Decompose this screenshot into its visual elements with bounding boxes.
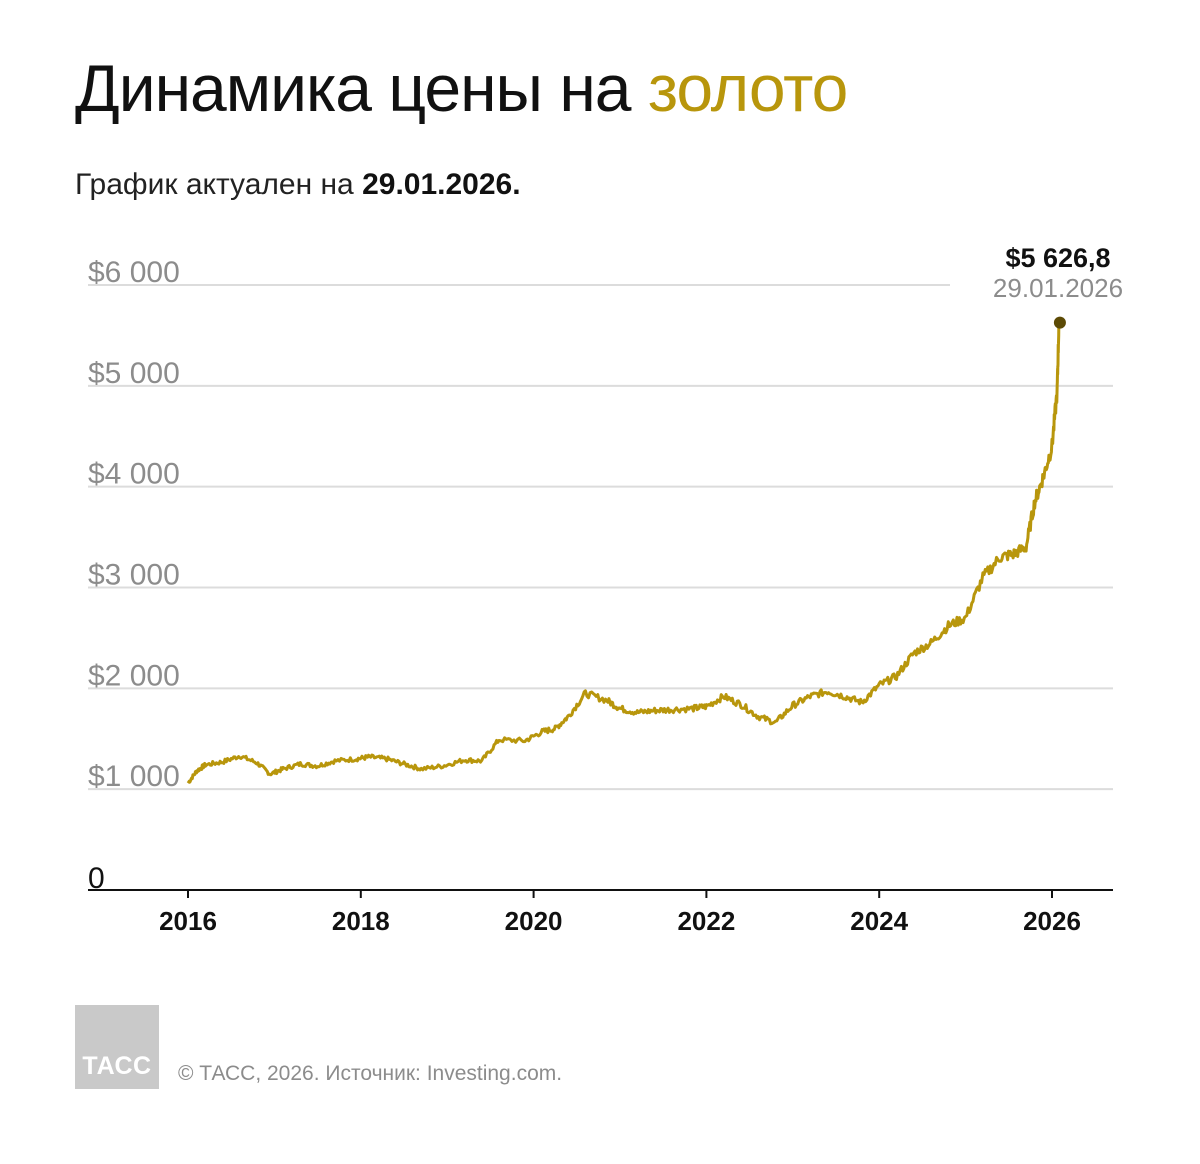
last-value-label: $5 626,8 xyxy=(1005,243,1110,273)
x-tick-label-2018: 2018 xyxy=(332,906,390,936)
last-point-marker xyxy=(1053,316,1066,329)
y-tick-label-6000: $6 000 xyxy=(88,256,180,289)
y-tick-label-2000: $2 000 xyxy=(88,659,180,692)
title-accent: золото xyxy=(647,51,848,125)
x-tick-label-2024: 2024 xyxy=(850,906,908,936)
subtitle-prefix: График актуален на xyxy=(75,168,363,201)
chart-title: Динамика цены на золото xyxy=(75,51,848,125)
gold-price-chart: 0 $1 000 $2 000 $3 000 $4 000 $5 000 $6 000 201… xyxy=(88,243,1123,936)
source-note: © ТАСС, 2026. Источник: Investing.com. xyxy=(178,1062,563,1085)
y-tick-label-4000: $4 000 xyxy=(88,458,180,491)
gold-price-line xyxy=(186,322,1061,784)
x-tick-label-2026: 2026 xyxy=(1023,906,1081,936)
y-tick-label-5000: $5 000 xyxy=(88,357,180,390)
title-main: Динамика цены на xyxy=(75,51,648,125)
last-date-label: 29.01.2026 xyxy=(993,273,1123,303)
x-tick-label-2020: 2020 xyxy=(505,906,563,936)
y-tick-label-1000: $1 000 xyxy=(88,760,180,793)
x-tick-label-2016: 2016 xyxy=(159,906,217,936)
x-tick-label-2022: 2022 xyxy=(677,906,735,936)
y-tick-label-0: 0 xyxy=(88,862,105,895)
subtitle-date: 29.01.2026. xyxy=(362,168,521,201)
y-tick-label-3000: $3 000 xyxy=(88,559,180,592)
chart-subtitle: График актуален на 29.01.2026. xyxy=(75,168,521,202)
tass-logo-text: ТАСС xyxy=(82,1052,152,1080)
tass-logo: ТАСС xyxy=(75,1005,159,1089)
